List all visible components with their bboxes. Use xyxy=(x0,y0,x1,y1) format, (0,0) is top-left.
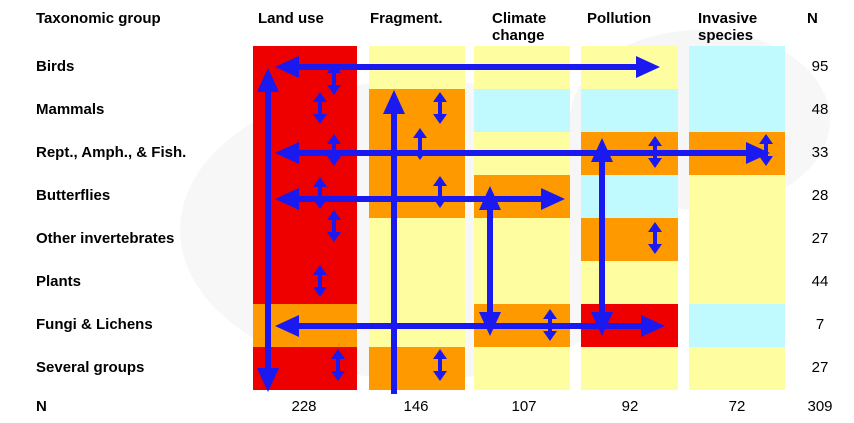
row-n-butterflies: 28 xyxy=(811,187,829,204)
cell-invasive-species-cyan xyxy=(689,46,785,132)
total-all: 309 xyxy=(807,398,833,415)
header-land-use: Land use xyxy=(258,10,324,27)
small-arrow-climate-fungi-head-end xyxy=(543,331,557,341)
arrow-fragmentation-vertical-head-start xyxy=(383,90,405,114)
cell-pollution-cyan xyxy=(581,175,678,218)
row-label-birds: Birds xyxy=(36,58,75,75)
cell-pollution-yellow xyxy=(581,347,678,390)
header-pollution: Pollution xyxy=(587,10,652,27)
row-n-several-groups: 27 xyxy=(811,359,829,376)
arrow-birds-land-use-to-pollution-head-start xyxy=(275,56,299,78)
arrow-land-use-vertical-head-start xyxy=(257,68,279,92)
cell-invasive-species-cyan xyxy=(689,304,785,347)
small-arrow-climate-fungi-head-start xyxy=(543,309,557,319)
cell-invasive-species-yellow xyxy=(689,347,785,390)
row-label-several-groups: Several groups xyxy=(36,359,145,376)
cell-pollution-yellow xyxy=(581,261,678,304)
total-fragmentation: 146 xyxy=(403,398,429,415)
arrow-climate-change-vertical-head-start xyxy=(479,186,501,210)
arrow-fungi-land-use-to-pollution-head-end xyxy=(641,315,665,337)
header-fragmentation: Fragment. xyxy=(370,10,443,27)
arrow-birds-land-use-to-pollution-head-end xyxy=(636,56,660,78)
small-arrow-land-use-mammals-head-end xyxy=(313,114,327,124)
header-taxonomic-group: Taxonomic group xyxy=(36,10,161,27)
arrow-fungi-land-use-to-pollution-head-start xyxy=(275,315,299,337)
small-arrow-land-use-birds-head-start xyxy=(327,63,341,73)
small-arrow-fragmentation-reptiles-head-start xyxy=(413,128,427,138)
cell-fragmentation-orange xyxy=(369,347,465,390)
cell-pollution-cyan xyxy=(581,89,678,132)
header-n: N xyxy=(807,10,818,27)
row-label-other-invertebrates: Other invertebrates xyxy=(36,230,175,247)
small-arrow-land-use-mammals-head-start xyxy=(313,92,327,102)
small-arrow-pollution-other-invertebrates-head-end xyxy=(648,244,662,254)
row-n-birds: 95 xyxy=(811,58,829,75)
total-land-use: 228 xyxy=(291,398,317,415)
small-arrow-land-use-butterflies-head-end xyxy=(313,199,327,209)
small-arrow-land-use-birds-head-end xyxy=(327,85,341,95)
small-arrow-land-use-other-invertebrates-head-end xyxy=(327,232,341,242)
row-n-mammals: 48 xyxy=(811,101,829,118)
totals-label: N xyxy=(36,398,47,415)
row-label-fungi-lichens: Fungi & Lichens xyxy=(36,316,153,333)
small-arrow-invasive-reptiles-head-start xyxy=(759,134,773,144)
header-climate-change: Climate change xyxy=(492,10,547,44)
small-arrow-pollution-other-invertebrates-head-start xyxy=(648,222,662,232)
arrow-land-use-vertical-head-end xyxy=(257,368,279,392)
arrow-butterflies-land-use-to-climate-head-end xyxy=(541,188,565,210)
row-label-plants: Plants xyxy=(36,273,82,290)
total-pollution: 92 xyxy=(621,398,639,415)
row-label-reptiles-amphibians-fish: Rept., Amph., & Fish. xyxy=(36,144,187,161)
small-arrow-land-use-plants-head-start xyxy=(313,265,327,275)
small-arrow-land-use-reptiles-head-end xyxy=(327,156,341,166)
total-invasive-species: 72 xyxy=(728,398,746,415)
small-arrow-pollution-reptiles-head-start xyxy=(648,136,662,146)
row-n-other-invertebrates: 27 xyxy=(811,230,829,247)
small-arrow-land-use-butterflies-head-start xyxy=(313,177,327,187)
header-invasive-species: Invasive species xyxy=(698,10,758,44)
small-arrow-land-use-plants-head-end xyxy=(313,287,327,297)
row-n-fungi-lichens: 7 xyxy=(815,316,825,333)
small-arrow-fragmentation-mammals-head-start xyxy=(433,92,447,102)
small-arrow-land-use-several-groups-head-start xyxy=(331,349,345,359)
small-arrow-land-use-reptiles-head-start xyxy=(327,134,341,144)
cell-pollution-orange xyxy=(581,218,678,261)
small-arrow-invasive-reptiles-head-end xyxy=(759,156,773,166)
row-n-plants: 44 xyxy=(811,273,829,290)
small-arrow-land-use-other-invertebrates-head-start xyxy=(327,210,341,220)
small-arrow-fragmentation-several-groups-head-start xyxy=(433,349,447,359)
small-arrow-land-use-several-groups-head-end xyxy=(331,371,345,381)
arrow-butterflies-land-use-to-climate-head-start xyxy=(275,188,299,210)
arrow-pollution-vertical-head-start xyxy=(591,138,613,162)
arrow-reptiles-land-use-to-invasive-head-end xyxy=(746,142,770,164)
row-n-reptiles-amphibians-fish: 33 xyxy=(811,144,829,161)
small-arrow-fragmentation-reptiles-head-end xyxy=(413,150,427,160)
total-climate-change: 107 xyxy=(511,398,537,415)
cell-invasive-species-yellow xyxy=(689,175,785,304)
arrow-reptiles-land-use-to-invasive-head-start xyxy=(275,142,299,164)
cell-climate-change-cyan xyxy=(474,89,570,132)
row-label-mammals: Mammals xyxy=(36,101,105,118)
small-arrow-fragmentation-several-groups-head-end xyxy=(433,371,447,381)
small-arrow-pollution-reptiles-head-end xyxy=(648,158,662,168)
row-label-butterflies: Butterflies xyxy=(36,187,111,204)
cell-climate-change-yellow xyxy=(474,347,570,390)
small-arrow-fragmentation-butterflies-head-start xyxy=(433,176,447,186)
small-arrow-fragmentation-butterflies-head-end xyxy=(433,198,447,208)
small-arrow-fragmentation-mammals-head-end xyxy=(433,114,447,124)
